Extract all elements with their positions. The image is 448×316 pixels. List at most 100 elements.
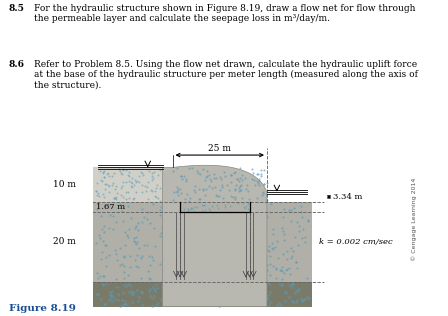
Point (120, 302, 127, 307)
Point (215, 193, 223, 198)
Point (274, 256, 281, 261)
Point (229, 194, 236, 199)
Point (126, 264, 134, 270)
Point (200, 208, 207, 213)
Point (98, 297, 105, 302)
Point (242, 203, 250, 208)
Bar (93, 282, 312, 307)
Point (227, 235, 234, 240)
Point (188, 287, 195, 292)
Point (112, 196, 119, 201)
Point (216, 220, 223, 225)
Point (236, 212, 243, 217)
Point (172, 288, 179, 293)
Point (138, 207, 145, 212)
Point (193, 169, 200, 174)
Point (200, 202, 207, 207)
Point (216, 175, 224, 180)
Point (278, 264, 285, 269)
Point (116, 168, 123, 173)
Point (195, 197, 202, 202)
Point (95, 193, 103, 198)
Point (168, 222, 175, 228)
Point (96, 236, 103, 241)
Point (105, 297, 112, 302)
Point (105, 189, 112, 194)
Point (248, 240, 255, 245)
Point (116, 201, 123, 206)
Point (154, 196, 161, 201)
Point (146, 220, 154, 225)
Point (133, 252, 140, 258)
Point (228, 229, 236, 234)
Point (238, 246, 245, 252)
Point (138, 254, 145, 259)
Point (176, 187, 183, 192)
Point (236, 223, 243, 228)
Point (146, 294, 154, 299)
Point (204, 241, 211, 246)
Point (185, 207, 192, 212)
Point (98, 177, 105, 182)
Point (253, 196, 260, 201)
Point (173, 185, 181, 190)
Point (262, 269, 269, 274)
Point (125, 196, 133, 201)
Point (145, 288, 152, 293)
Point (263, 214, 271, 219)
Point (245, 285, 252, 290)
Text: Refer to Problem 8.5. Using the flow net drawn, calculate the hydraulic uplift f: Refer to Problem 8.5. Using the flow net… (34, 60, 418, 90)
Point (238, 177, 246, 182)
Point (125, 170, 133, 175)
Point (218, 208, 225, 213)
Point (171, 212, 178, 217)
Point (269, 264, 276, 269)
Point (188, 205, 195, 210)
Point (174, 281, 181, 286)
Point (118, 262, 125, 267)
Point (185, 299, 192, 304)
Point (211, 184, 218, 189)
Point (250, 237, 258, 242)
Point (182, 176, 189, 181)
Point (209, 245, 216, 250)
Point (237, 176, 244, 181)
Point (298, 235, 306, 240)
Point (99, 170, 106, 175)
Point (120, 255, 127, 260)
Point (180, 272, 187, 277)
Point (288, 255, 295, 260)
Point (241, 204, 248, 210)
Point (220, 195, 227, 200)
Text: k = 0.002 cm/sec: k = 0.002 cm/sec (319, 238, 393, 246)
Point (214, 282, 221, 287)
Point (133, 287, 140, 292)
Point (140, 214, 147, 219)
Point (133, 241, 140, 246)
Point (237, 212, 244, 217)
Point (212, 175, 220, 180)
Point (267, 300, 274, 305)
Point (272, 267, 279, 272)
Point (142, 189, 150, 194)
Point (130, 235, 138, 240)
Point (116, 263, 123, 268)
Point (106, 292, 113, 297)
Point (192, 290, 199, 295)
Point (173, 215, 180, 220)
Point (202, 247, 209, 252)
Point (188, 299, 195, 304)
Point (138, 170, 146, 175)
Point (232, 188, 239, 193)
Point (203, 186, 210, 191)
Point (92, 188, 99, 193)
Point (106, 174, 113, 179)
Point (197, 171, 204, 176)
Point (175, 298, 182, 303)
Point (254, 206, 261, 211)
Point (151, 194, 159, 199)
Point (267, 290, 274, 295)
Point (247, 263, 254, 268)
Point (164, 258, 172, 263)
Point (258, 216, 265, 222)
